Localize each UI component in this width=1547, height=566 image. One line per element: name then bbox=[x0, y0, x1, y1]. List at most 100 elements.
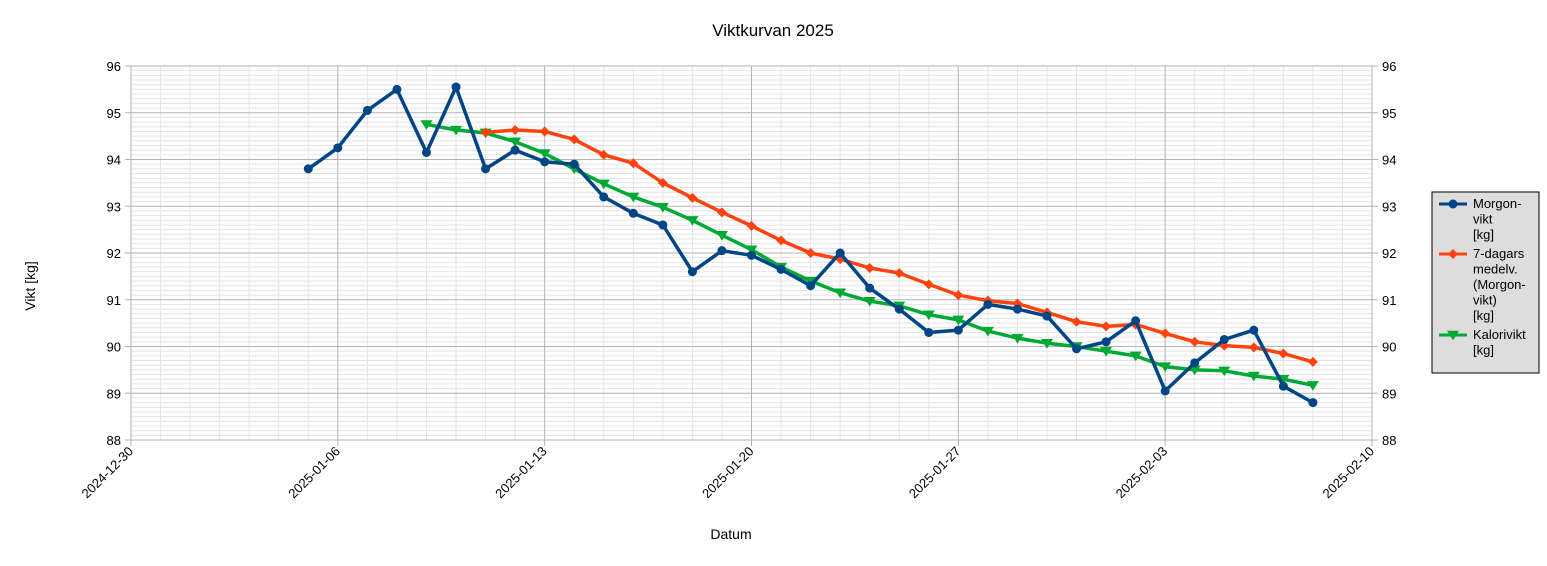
data-point bbox=[1219, 334, 1229, 344]
y-tick-label-right: 88 bbox=[1382, 433, 1396, 448]
data-point bbox=[1129, 351, 1142, 362]
data-point bbox=[628, 208, 638, 218]
y-tick-label: 96 bbox=[107, 59, 121, 74]
data-point bbox=[538, 149, 551, 159]
legend: Morgon-vikt[kg]7-dagarsmedelv.(Morgon-vi… bbox=[1431, 191, 1540, 374]
data-point bbox=[510, 145, 520, 155]
x-tick-label: 2025-01-13 bbox=[492, 444, 550, 502]
y-tick-label-right: 94 bbox=[1382, 153, 1396, 168]
data-point bbox=[1071, 316, 1082, 327]
x-tick-label: 2025-01-27 bbox=[906, 444, 964, 502]
data-point bbox=[1278, 348, 1289, 359]
data-point bbox=[569, 159, 579, 169]
data-point bbox=[303, 164, 313, 174]
data-point bbox=[421, 147, 431, 157]
data-point bbox=[952, 315, 965, 326]
y-axis-left: 88 89 90 91 92 93 94 95 96 bbox=[107, 59, 131, 448]
y-tick-label-right: 95 bbox=[1382, 106, 1396, 121]
legend-marker bbox=[1447, 330, 1459, 341]
legend-label: vikt bbox=[1473, 212, 1493, 227]
data-point bbox=[598, 149, 609, 160]
data-point bbox=[776, 264, 786, 274]
data-point bbox=[806, 281, 816, 291]
y-tick-label: 91 bbox=[107, 293, 121, 308]
data-point bbox=[597, 179, 610, 190]
x-axis-label: Datum bbox=[710, 526, 751, 542]
data-point bbox=[776, 235, 787, 246]
data-point bbox=[1308, 398, 1318, 408]
y-tick-label-right: 96 bbox=[1382, 59, 1396, 74]
data-point bbox=[745, 245, 758, 256]
data-point bbox=[805, 248, 816, 258]
data-point bbox=[894, 304, 904, 314]
data-point bbox=[716, 207, 727, 218]
y-tick-label-right: 93 bbox=[1382, 199, 1396, 214]
legend-label: Morgon- bbox=[1473, 196, 1521, 211]
data-point bbox=[865, 283, 875, 293]
data-point bbox=[747, 250, 756, 260]
y-tick-label-right: 90 bbox=[1382, 340, 1396, 355]
y-tick-label: 90 bbox=[107, 340, 121, 355]
data-point bbox=[1247, 371, 1260, 382]
data-point bbox=[863, 296, 876, 307]
y-tick-label-right: 89 bbox=[1382, 386, 1396, 401]
data-point bbox=[922, 310, 935, 321]
x-tick-label: 2025-02-10 bbox=[1319, 444, 1377, 502]
chart-title: Viktkurvan 2025 bbox=[712, 21, 834, 40]
data-point bbox=[539, 126, 550, 137]
data-point bbox=[1100, 346, 1113, 357]
data-point bbox=[628, 158, 639, 169]
legend-label: Kalorivikt bbox=[1473, 327, 1526, 342]
legend-marker bbox=[1448, 249, 1458, 259]
legend-label: medelv. bbox=[1473, 262, 1518, 277]
data-point bbox=[362, 105, 372, 115]
legend-label: [kg] bbox=[1473, 227, 1494, 242]
legend-label: vikt) bbox=[1473, 293, 1497, 308]
data-point bbox=[923, 279, 934, 290]
data-point bbox=[717, 246, 727, 256]
x-tick-label: 2025-01-06 bbox=[285, 444, 343, 502]
data-point bbox=[1131, 316, 1141, 326]
data-point bbox=[509, 137, 522, 148]
x-tick-label: 2025-01-20 bbox=[699, 444, 757, 502]
data-point bbox=[1012, 304, 1022, 314]
data-point bbox=[1072, 344, 1082, 354]
data-point bbox=[540, 157, 550, 167]
data-point bbox=[1101, 337, 1111, 347]
legend-entry-3: Kalorivikt[kg] bbox=[1439, 327, 1526, 358]
data-point bbox=[953, 325, 963, 335]
y-tick-label-right: 92 bbox=[1382, 246, 1396, 261]
data-point bbox=[656, 202, 669, 213]
legend-label: (Morgon- bbox=[1473, 277, 1526, 292]
data-point bbox=[450, 125, 463, 136]
data-point bbox=[569, 134, 580, 145]
data-point bbox=[894, 268, 905, 279]
x-axis: 2024-12-30 2025-01-06 2025-01-13 2025-01-20… bbox=[78, 440, 1377, 501]
x-tick-label: 2025-02-03 bbox=[1113, 444, 1171, 502]
y-tick-label: 95 bbox=[107, 106, 121, 121]
data-point bbox=[657, 177, 668, 188]
data-point bbox=[1249, 325, 1259, 335]
data-point bbox=[1160, 386, 1170, 396]
data-point bbox=[480, 127, 491, 138]
data-point bbox=[1160, 328, 1171, 339]
y-tick-label-right: 91 bbox=[1382, 293, 1396, 308]
legend-entry-1: Morgon-vikt[kg] bbox=[1439, 196, 1521, 242]
y-tick-label: 89 bbox=[107, 386, 121, 401]
data-point bbox=[834, 288, 847, 299]
series-1 bbox=[303, 82, 1318, 408]
y-tick-label: 93 bbox=[107, 199, 121, 214]
legend-box bbox=[1431, 191, 1540, 374]
data-point bbox=[924, 327, 934, 337]
legend-label: [kg] bbox=[1473, 343, 1494, 358]
data-point bbox=[1189, 336, 1200, 347]
data-point bbox=[599, 192, 609, 202]
y-axis-label: Vikt [kg] bbox=[22, 261, 38, 311]
data-point bbox=[392, 84, 402, 94]
legend-marker bbox=[1448, 199, 1458, 209]
y-tick-label: 92 bbox=[107, 246, 121, 261]
data-point bbox=[983, 299, 993, 309]
y-axis-right: 88 89 90 91 92 93 94 95 96 bbox=[1372, 59, 1396, 448]
